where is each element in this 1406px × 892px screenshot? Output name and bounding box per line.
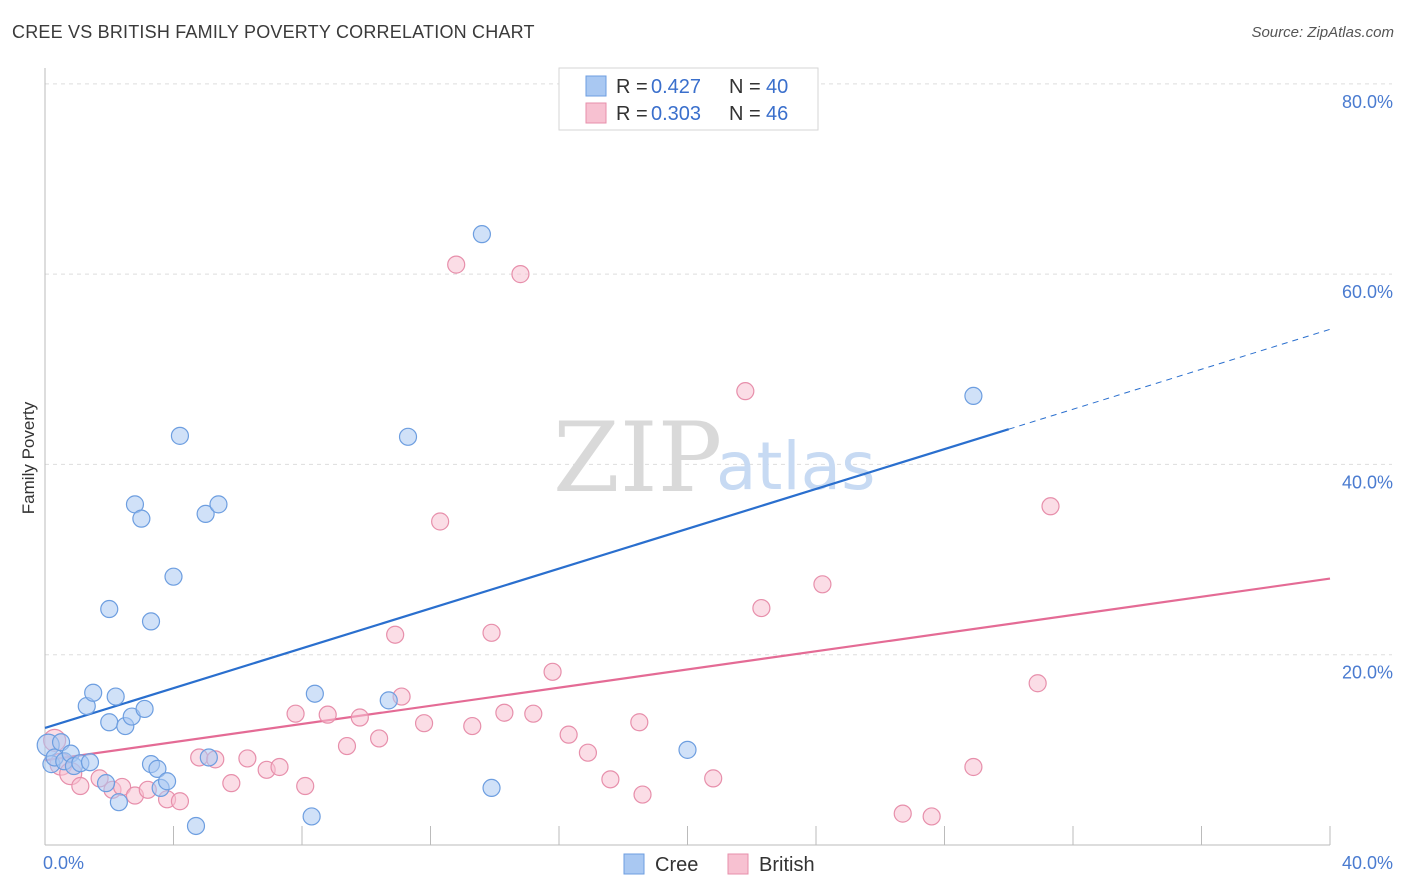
legend-series-label-cree: Cree [655, 854, 698, 876]
point-cree [132, 509, 151, 528]
point-cree [379, 691, 398, 710]
point-british [337, 736, 357, 756]
y-tick-label-20: 20.0% [1342, 663, 1393, 683]
point-cree [96, 774, 116, 793]
point-british [296, 776, 315, 796]
trend-line-british [44, 577, 1331, 762]
x-tick-label-min: 0.0% [43, 853, 84, 873]
point-british [318, 705, 337, 724]
point-british [495, 703, 514, 722]
point-cree [100, 713, 119, 732]
gridlines [45, 83, 1392, 656]
point-cree [472, 225, 491, 244]
y-axis-title: Family Poverty [19, 401, 38, 514]
point-cree [80, 753, 100, 772]
point-british [170, 792, 190, 811]
legend-series-swatch-british [727, 853, 749, 875]
point-british [270, 757, 289, 777]
point-british [431, 512, 450, 531]
point-cree [170, 426, 190, 445]
x-tick-label-max: 40.0% [1342, 853, 1393, 873]
axes [44, 68, 1331, 846]
y-tick-label-40: 40.0% [1342, 472, 1393, 492]
point-cree [141, 612, 161, 631]
point-british [524, 704, 543, 723]
point-british [370, 729, 389, 748]
trend-line-extension-cree [1008, 328, 1331, 430]
point-cree [109, 793, 128, 812]
point-cree [148, 759, 167, 778]
point-cree [302, 807, 321, 826]
point-cree [164, 567, 183, 586]
point-british [511, 265, 530, 284]
point-british [559, 725, 578, 744]
trend-lines [44, 328, 1331, 762]
point-cree [209, 495, 228, 514]
point-british [463, 716, 482, 736]
legend-r-label-cree: R = [616, 76, 648, 98]
tick-labels: 20.0% 40.0% 60.0% 80.0% 0.0% 40.0% [43, 92, 1393, 873]
point-british [447, 255, 466, 274]
legend-r-value-british: 0.303 [651, 103, 701, 125]
legend-n-value-british: 46 [766, 103, 788, 125]
point-british [543, 662, 562, 681]
legend-swatch-cree [585, 75, 607, 97]
point-british [482, 623, 501, 642]
y-tick-label-80: 80.0% [1342, 92, 1393, 112]
point-cree [678, 740, 697, 759]
point-british [922, 807, 941, 826]
legend-swatch-british [585, 102, 607, 124]
point-british [238, 749, 257, 768]
point-cree [196, 504, 215, 523]
point-cree [135, 699, 154, 719]
watermark-zip: ZIP [553, 402, 722, 514]
point-british [633, 785, 652, 804]
legend-n-label-cree: N = [729, 76, 761, 98]
watermark-atlas: atlas [716, 428, 876, 505]
point-cree [186, 816, 206, 836]
point-british [1041, 497, 1060, 516]
point-british [414, 714, 434, 733]
chart-title: CREE VS BRITISH FAMILY POVERTY CORRELATI… [12, 22, 535, 42]
point-cree [84, 683, 103, 702]
point-british [964, 757, 983, 777]
point-cree [398, 427, 418, 446]
legend-series-label-british: British [759, 854, 815, 876]
point-british [752, 598, 771, 618]
point-british [704, 769, 723, 788]
point-british [350, 708, 369, 727]
point-british [578, 743, 598, 762]
point-british [222, 774, 241, 793]
y-tick-label-60: 60.0% [1342, 282, 1393, 302]
point-cree [305, 684, 324, 703]
point-british [71, 776, 90, 796]
point-cree [482, 778, 501, 798]
point-british [286, 704, 305, 723]
point-cree [157, 772, 177, 791]
legend-series-swatch-cree [623, 853, 645, 875]
legend-r-label-british: R = [616, 103, 648, 125]
point-british [813, 575, 832, 594]
point-british [893, 804, 912, 823]
source-label: Source: ZipAtlas.com [1251, 24, 1394, 41]
point-british [1028, 674, 1047, 693]
trend-line-cree [44, 428, 1010, 730]
point-cree [199, 748, 218, 767]
point-cree [106, 687, 125, 706]
point-british [630, 713, 649, 732]
data-points [36, 225, 1060, 836]
legend-n-value-cree: 40 [766, 76, 788, 98]
legend-series: Cree British [623, 853, 815, 876]
watermark: ZIP atlas [553, 402, 876, 514]
point-british [736, 382, 755, 401]
legend-stats: R = 0.427 N = 40 R = 0.303 N = 46 [558, 67, 819, 131]
legend-n-label-british: N = [729, 103, 761, 125]
point-cree [964, 386, 983, 406]
point-cree [100, 599, 119, 619]
legend-r-value-cree: 0.427 [651, 76, 701, 98]
point-british [601, 770, 620, 789]
point-british [386, 625, 405, 644]
